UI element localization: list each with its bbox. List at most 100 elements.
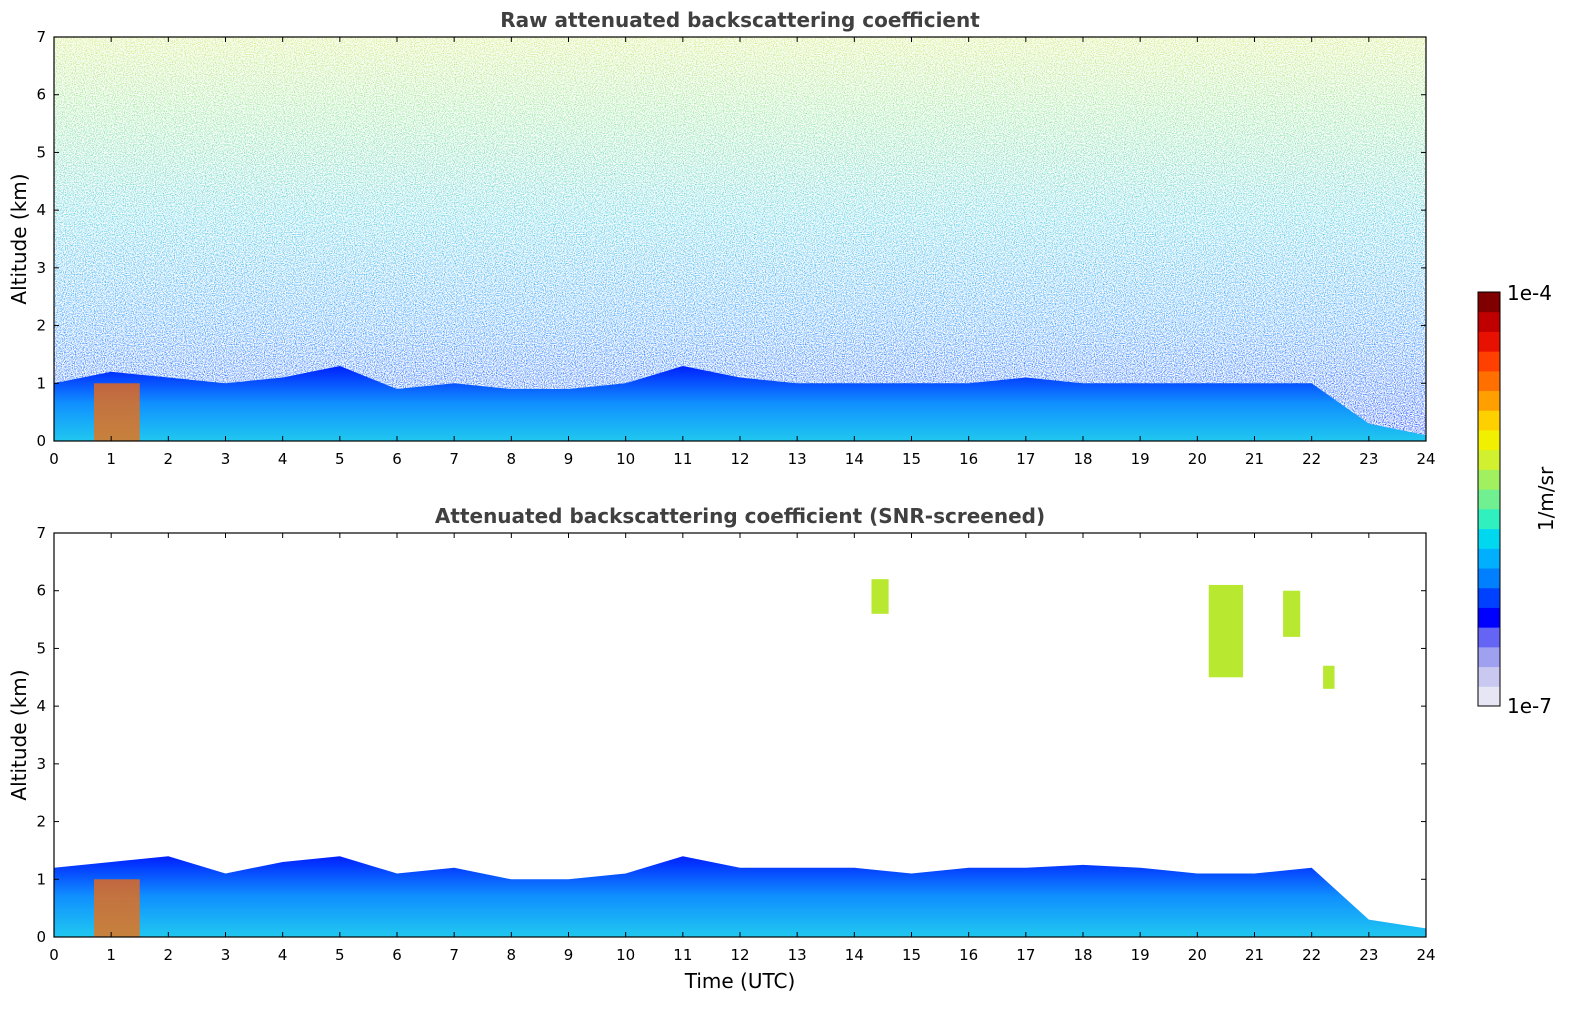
y-tick-label: 3 — [36, 755, 46, 773]
y-tick-label: 6 — [36, 86, 46, 104]
x-tick: 10 — [616, 533, 635, 964]
x-tick: 7 — [449, 37, 459, 468]
x-tick-label: 11 — [673, 450, 692, 468]
x-tick-label: 1 — [106, 450, 116, 468]
x-tick-label: 17 — [1016, 450, 1035, 468]
x-tick-label: 8 — [507, 946, 517, 964]
x-tick: 3 — [221, 37, 230, 468]
y-tick-label: 4 — [36, 697, 46, 715]
colorbar-swatch — [1478, 331, 1500, 352]
x-tick-label: 8 — [507, 450, 517, 468]
x-tick: 11 — [673, 37, 692, 468]
x-tick: 14 — [845, 533, 864, 964]
y-tick: 4 — [36, 697, 1426, 715]
x-tick: 8 — [507, 533, 517, 964]
y-tick-label: 5 — [36, 143, 46, 161]
colorbar-swatch — [1478, 508, 1500, 530]
x-tick: 18 — [1073, 533, 1093, 964]
y-tick-label: 1 — [36, 870, 46, 888]
y-tick: 2 — [36, 317, 1426, 335]
x-tick: 24 — [1416, 37, 1436, 468]
cirrus-patch — [1323, 665, 1335, 689]
x-tick: 2 — [164, 37, 174, 468]
x-tick: 4 — [278, 533, 287, 964]
y-tick-label: 6 — [36, 582, 46, 600]
colorbar-swatch — [1478, 666, 1500, 687]
x-tick-label: 2 — [164, 450, 174, 468]
y-tick: 0 — [36, 432, 1426, 450]
cirrus-patch — [1208, 584, 1244, 678]
x-tick-label: 10 — [616, 450, 635, 468]
x-tick: 19 — [1131, 37, 1150, 468]
x-tick: 14 — [845, 37, 864, 468]
x-tick-label: 16 — [959, 450, 978, 468]
colorbar-swatch — [1478, 311, 1500, 332]
y-tick: 0 — [36, 928, 1426, 946]
x-tick-label: 19 — [1131, 450, 1150, 468]
x-tick-label: 12 — [730, 450, 749, 468]
colorbar-swatch — [1478, 449, 1500, 470]
x-tick: 5 — [335, 533, 345, 964]
y-tick: 1 — [36, 374, 1426, 392]
x-tick-label: 3 — [221, 946, 231, 964]
x-tick-label: 10 — [616, 946, 635, 964]
boundary-layer-aerosol — [54, 856, 1426, 937]
x-tick: 10 — [616, 37, 635, 468]
y-tick: 4 — [36, 201, 1426, 219]
x-tick: 24 — [1416, 533, 1436, 964]
y-tick: 5 — [36, 639, 1426, 657]
x-tick-label: 6 — [392, 450, 402, 468]
y-tick: 6 — [36, 86, 1426, 104]
x-tick-label: 0 — [49, 946, 59, 964]
y-tick: 3 — [36, 755, 1426, 773]
colorbar-swatch — [1478, 548, 1500, 569]
x-tick: 16 — [959, 533, 978, 964]
colorbar-swatch — [1478, 607, 1500, 628]
colorbar-max-label: 1e-4 — [1507, 281, 1552, 305]
x-tick: 21 — [1245, 37, 1264, 468]
x-tick-label: 5 — [335, 946, 345, 964]
colorbar-swatch — [1478, 469, 1500, 490]
raw-backscatter-panel: Raw attenuated backscattering coefficien… — [7, 8, 1436, 468]
x-tick-label: 7 — [449, 946, 459, 964]
colorbar-swatch — [1478, 390, 1500, 411]
x-tick: 6 — [392, 37, 402, 468]
colorbar-min-label: 1e-7 — [1507, 694, 1552, 718]
x-tick: 23 — [1359, 533, 1378, 964]
x-tick: 9 — [564, 37, 573, 468]
colorbar-swatch — [1478, 370, 1500, 392]
noise-background — [54, 37, 1426, 441]
x-tick-label: 13 — [788, 946, 807, 964]
colorbar-swatch — [1478, 292, 1500, 313]
x-tick-label: 12 — [730, 946, 749, 964]
y-tick: 7 — [36, 28, 1426, 46]
x-tick: 7 — [449, 533, 459, 964]
snr-screened-panel: Attenuated backscattering coefficient (S… — [7, 504, 1436, 993]
x-tick: 1 — [106, 37, 116, 468]
y-tick: 1 — [36, 870, 1426, 888]
x-tick: 21 — [1245, 533, 1264, 964]
colorbar-swatch — [1478, 410, 1500, 431]
boundary-layer-aerosol — [54, 365, 1426, 441]
x-tick-label: 20 — [1188, 450, 1207, 468]
x-tick-label: 24 — [1416, 450, 1435, 468]
x-axis-label: Time (UTC) — [684, 969, 796, 993]
y-tick: 7 — [36, 524, 1426, 542]
x-tick-label: 2 — [164, 946, 174, 964]
x-tick: 23 — [1359, 37, 1378, 468]
colorbar-swatch — [1478, 351, 1500, 372]
y-axis-label: Altitude (km) — [7, 669, 31, 800]
y-tick-label: 7 — [36, 524, 46, 542]
y-tick-label: 0 — [36, 432, 46, 450]
x-tick-label: 14 — [845, 450, 864, 468]
colorbar-swatch — [1478, 686, 1500, 707]
x-tick-label: 7 — [449, 450, 459, 468]
x-tick-label: 21 — [1245, 946, 1264, 964]
x-tick-label: 13 — [788, 450, 807, 468]
x-tick-label: 15 — [902, 946, 921, 964]
x-tick-label: 18 — [1073, 450, 1092, 468]
x-tick-label: 22 — [1302, 946, 1321, 964]
x-tick-label: 17 — [1016, 946, 1035, 964]
x-tick: 13 — [788, 533, 807, 964]
y-tick-label: 3 — [36, 259, 46, 277]
